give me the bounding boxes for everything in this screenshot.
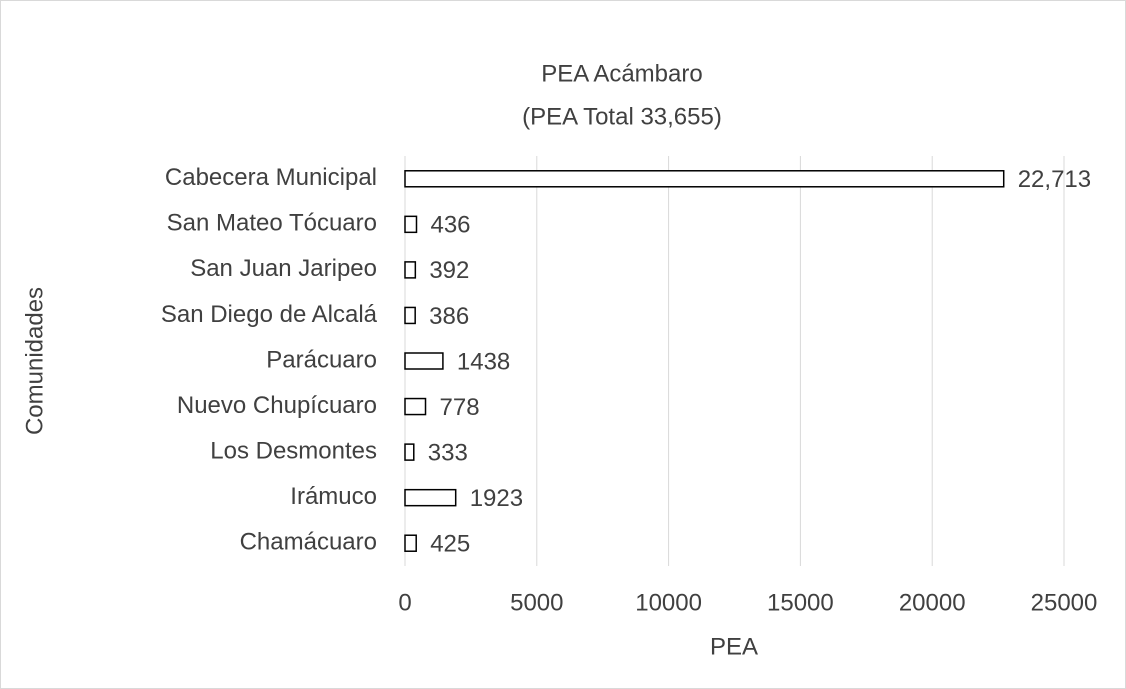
data-label: 1923	[470, 485, 523, 512]
data-label: 436	[430, 212, 470, 239]
bar	[404, 352, 444, 370]
y-tick-label: Parácuaro	[266, 346, 377, 373]
x-tick-label: 25000	[1031, 589, 1098, 616]
y-tick-label: San Mateo Tócuaro	[167, 210, 377, 237]
data-label: 22,713	[1018, 166, 1091, 193]
data-label: 1438	[457, 348, 510, 375]
bar	[404, 215, 418, 234]
bar	[404, 488, 457, 507]
y-tick-label: San Diego de Alcalá	[161, 301, 378, 328]
bar	[404, 397, 427, 416]
x-tick-label: 0	[398, 589, 411, 616]
data-label: 333	[428, 439, 468, 466]
y-tick-label: Los Desmontes	[210, 437, 377, 464]
bar	[404, 306, 416, 325]
bar	[404, 261, 417, 279]
bar	[404, 534, 417, 552]
data-label: 386	[429, 303, 469, 330]
bar	[404, 170, 1005, 188]
data-label: 778	[440, 394, 480, 421]
x-tick-label: 5000	[510, 589, 563, 616]
bar	[404, 443, 415, 461]
y-tick-label: Irámuco	[290, 483, 377, 510]
x-tick-label: 10000	[635, 589, 702, 616]
x-tick-label: 20000	[899, 589, 966, 616]
y-tick-label: San Juan Jaripeo	[190, 255, 377, 282]
data-label: 425	[430, 531, 470, 558]
x-axis-label: PEA	[710, 633, 758, 660]
chart-title: PEA Acámbaro	[541, 60, 702, 87]
data-label: 392	[429, 257, 469, 284]
x-tick-label: 15000	[767, 589, 834, 616]
chart-subtitle: (PEA Total 33,655)	[522, 103, 722, 130]
y-tick-label: Cabecera Municipal	[165, 164, 377, 191]
y-axis-label: Comunidades	[21, 287, 48, 435]
y-tick-label: Nuevo Chupícuaro	[177, 392, 377, 419]
y-tick-label: Chamácuaro	[240, 529, 377, 556]
